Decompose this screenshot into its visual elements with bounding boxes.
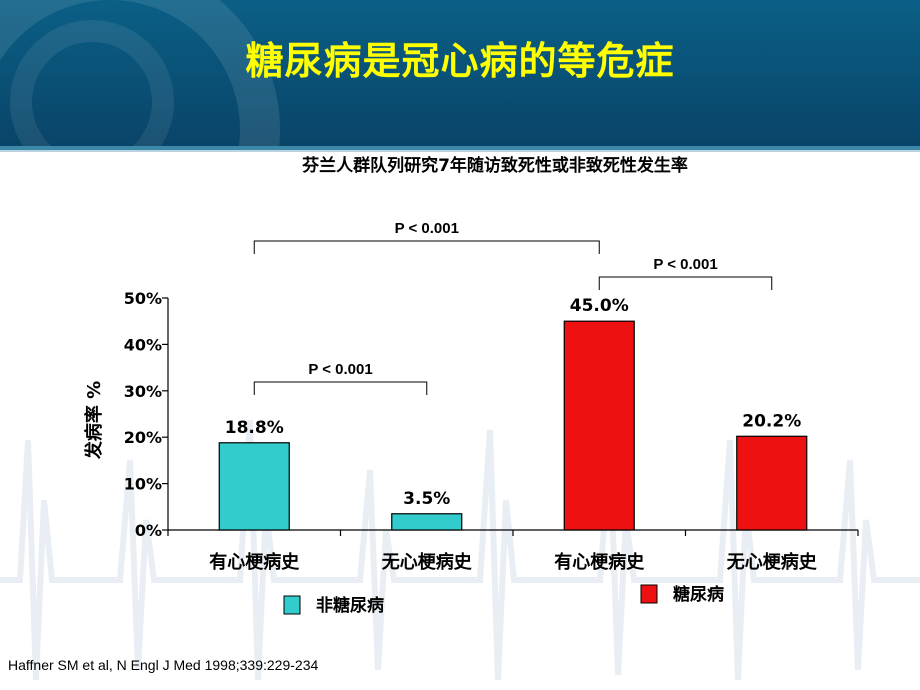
y-tick-label: 40% [124,335,162,354]
significance-bracket [253,381,428,395]
legend-swatch [640,584,658,604]
x-tick-label: 有心梗病史 [554,551,645,573]
p-value-label: P < 0.001 [395,220,459,237]
header-divider-light [0,150,920,152]
chart-legend: 非糖尿病 糖尿病 [283,584,724,616]
significance-bracket [253,240,600,254]
y-tick-label: 30% [124,382,162,401]
citation: Haffner SM et al, N Engl J Med 1998;339:… [8,657,319,673]
bar-value-label: 3.5% [403,489,450,509]
significance-brackets: P < 0.001 P < 0.001 P < 0.001 [253,220,773,395]
slide-header [0,0,920,146]
x-tick-label: 有心梗病史 [209,551,300,573]
legend-swatch [283,595,301,615]
y-tick-label: 0% [135,521,162,540]
y-tick-label: 50% [124,289,162,308]
bar-value-label: 18.8% [225,418,284,438]
bar [391,513,463,531]
bar-value-label: 45.0% [570,296,629,316]
x-tick-label: 无心梗病史 [727,551,818,573]
y-axis-label: 发病率 % [83,381,105,460]
bar [736,435,808,531]
y-tick-label: 20% [124,428,162,447]
bar [218,442,290,531]
legend-label: 非糖尿病 [316,595,384,616]
bar [563,320,635,531]
header-divider [0,146,920,150]
chart-bars: 18.8% 3.5% 45.0% 20.2% [218,296,808,531]
chart-title: 芬兰人群队列研究7年随访致死性或非致死性发生率 [301,155,688,176]
p-value-label: P < 0.001 [653,256,717,273]
x-tick-label: 无心梗病史 [382,551,473,573]
significance-bracket [598,276,773,290]
y-tick-label: 10% [124,475,162,494]
bar-value-label: 20.2% [742,411,801,431]
p-value-label: P < 0.001 [308,361,372,378]
legend-label: 糖尿病 [673,584,724,605]
slide-title: 糖尿病是冠心病的等危症 [245,39,675,83]
